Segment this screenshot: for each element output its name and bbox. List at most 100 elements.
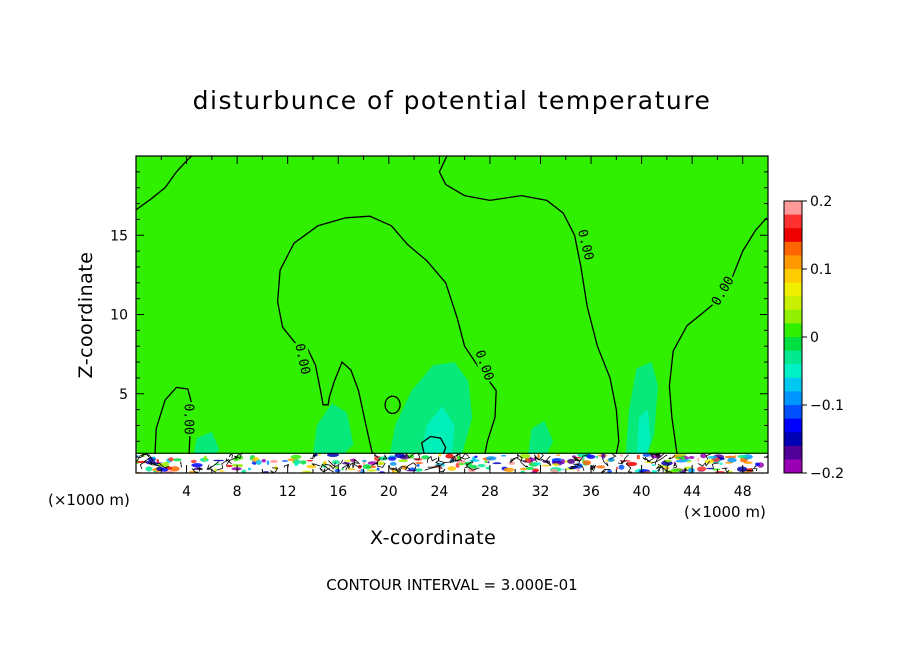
surface-cell (300, 460, 307, 465)
surface-contour (753, 465, 758, 472)
surface-contour (520, 457, 529, 468)
surface-contour (510, 453, 523, 463)
colorbar-segment (784, 228, 802, 243)
surface-contour (697, 460, 711, 467)
surface-cell (620, 454, 623, 457)
surface-cell (469, 459, 480, 462)
y-axis-label: Z-coordinate (75, 251, 97, 379)
surface-cell (727, 457, 737, 463)
surface-cell (550, 468, 559, 473)
surface-contour (620, 459, 625, 465)
surface-cell (306, 464, 317, 469)
surface-contour (657, 463, 664, 473)
surface-cell (626, 461, 638, 467)
contour-interval-note: CONTOUR INTERVAL = 3.000E-01 (326, 576, 578, 594)
surface-cell (247, 467, 252, 471)
y-tick-label: 5 (119, 387, 128, 403)
zero-contour (136, 156, 193, 211)
surface-contour (439, 460, 454, 463)
surface-cell (366, 469, 378, 472)
surface-cell (362, 461, 366, 466)
surface-contour (382, 453, 388, 460)
x-tick-label: 8 (233, 484, 242, 500)
surface-cell (755, 462, 760, 467)
surface-cell (737, 454, 748, 459)
colorbar-segment (784, 269, 802, 284)
surface-cell (203, 455, 208, 461)
surface-cell (642, 453, 651, 457)
surface-contour (324, 462, 336, 470)
contour-label-bg (472, 346, 498, 384)
surface-cell (675, 456, 684, 459)
surface-contour (148, 460, 161, 467)
surface-cell (389, 462, 397, 466)
surface-cell (687, 467, 695, 473)
surface-contour (270, 469, 274, 473)
surface-contour (464, 466, 480, 471)
colorbar-segment (784, 282, 802, 297)
surface-contour (328, 459, 344, 468)
surface-cell (533, 462, 542, 466)
surface-cell (387, 456, 397, 461)
surface-contour (591, 464, 596, 472)
colorbar-segment (784, 377, 802, 392)
surface-contour (139, 460, 147, 469)
surface-contour (353, 459, 361, 465)
colorbar-segment (784, 391, 802, 406)
surface-contour (377, 462, 386, 468)
contour-labels: 0.000.00 0.000.000.00 (181, 226, 738, 437)
surface-cell (595, 465, 606, 469)
contour-label-bg (182, 402, 197, 437)
surface-contour (533, 453, 544, 462)
zero-contour (276, 215, 497, 455)
surface-cell (619, 460, 631, 462)
surface-cell (485, 466, 491, 470)
surface-cell (670, 468, 683, 472)
surface-cell (218, 470, 225, 472)
surface-cell (537, 453, 540, 459)
surface-contour (642, 456, 651, 463)
surface-cell (417, 463, 420, 467)
surface-cell (378, 456, 389, 461)
surface-cell (169, 466, 180, 472)
negative-plume-core (636, 409, 651, 458)
surface-contour (272, 467, 279, 473)
colorbar-segment (784, 418, 802, 433)
surface-contour (625, 462, 632, 473)
surface-contour (139, 453, 151, 458)
surface-cell (255, 459, 262, 465)
contour-label: 0.00 (181, 403, 196, 434)
surface-cell (281, 460, 289, 462)
contour-label: 0.00 (574, 228, 596, 262)
zero-contour (438, 156, 620, 455)
surface-cell (394, 452, 405, 459)
surface-cell (225, 464, 233, 468)
surface-cell (501, 454, 507, 457)
surface-contour (311, 463, 321, 467)
colorbar-tick-label: 0.1 (810, 262, 832, 278)
surface-cell (290, 454, 302, 459)
surface-cell (681, 459, 691, 462)
surface-cell (552, 463, 560, 467)
surface-cell (156, 459, 160, 463)
surface-contour (395, 466, 411, 472)
surface-cell (556, 454, 561, 456)
surface-cell (162, 461, 170, 468)
surface-cell (519, 467, 528, 471)
surface-contour (427, 461, 446, 468)
surface-contour (540, 455, 551, 465)
contour-label: 0.00 (291, 342, 312, 376)
surface-cell (332, 460, 340, 465)
surface-cell (618, 464, 625, 470)
surface-cell (519, 453, 531, 459)
surface-cell (541, 464, 551, 467)
colorbar-segment (784, 323, 802, 338)
surface-contour (319, 463, 335, 473)
surface-cell (335, 466, 338, 470)
surface-cell (251, 462, 255, 465)
zero-contour (668, 217, 768, 455)
surface-contour (668, 455, 676, 460)
surface-contour (143, 455, 154, 462)
surface-cell (153, 470, 157, 473)
x-tick-label: 12 (279, 484, 297, 500)
